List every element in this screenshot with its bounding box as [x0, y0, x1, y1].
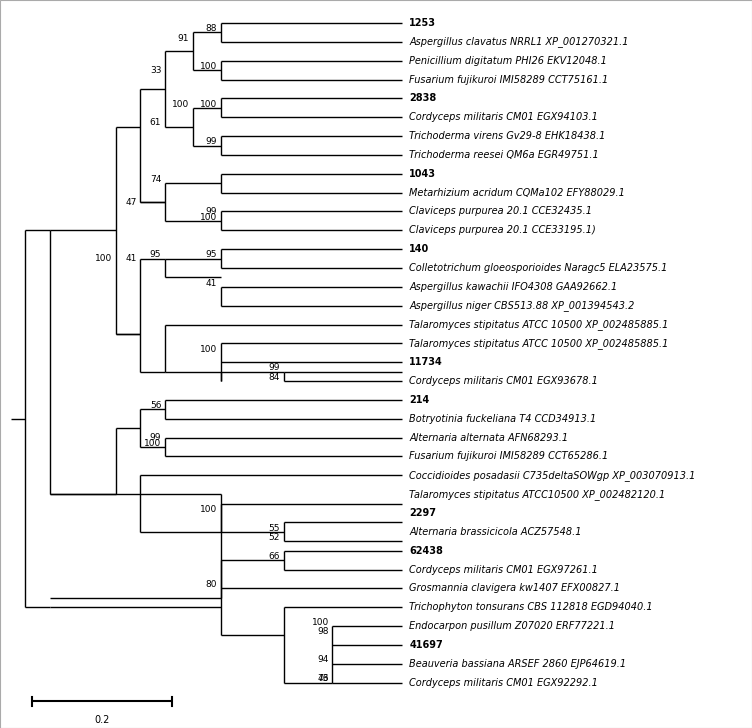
Text: Beauveria bassiana ARSEF 2860 EJP64619.1: Beauveria bassiana ARSEF 2860 EJP64619.1 [409, 659, 626, 669]
Text: 2297: 2297 [409, 508, 436, 518]
Text: 41: 41 [126, 254, 137, 263]
Text: Metarhizium acridum CQMa102 EFY88029.1: Metarhizium acridum CQMa102 EFY88029.1 [409, 188, 625, 197]
Text: 80: 80 [206, 580, 217, 589]
Text: 94: 94 [317, 655, 329, 665]
Text: 41: 41 [206, 279, 217, 288]
Text: 0.2: 0.2 [94, 715, 110, 724]
Text: Claviceps purpurea 20.1 CCE32435.1: Claviceps purpurea 20.1 CCE32435.1 [409, 207, 593, 216]
Text: Fusarium fujikuroi IMI58289 CCT75161.1: Fusarium fujikuroi IMI58289 CCT75161.1 [409, 74, 608, 84]
Text: Aspergillus niger CBS513.88 XP_001394543.2: Aspergillus niger CBS513.88 XP_001394543… [409, 300, 635, 311]
Text: 140: 140 [409, 244, 429, 254]
Text: 95: 95 [206, 250, 217, 259]
Text: Penicillium digitatum PHI26 EKV12048.1: Penicillium digitatum PHI26 EKV12048.1 [409, 56, 607, 66]
Text: 99: 99 [206, 138, 217, 146]
Text: 88: 88 [206, 24, 217, 33]
Text: Cordyceps militaris CM01 EGX93678.1: Cordyceps militaris CM01 EGX93678.1 [409, 376, 598, 386]
Text: 91: 91 [177, 33, 190, 42]
Text: Trichoderma reesei QM6a EGR49751.1: Trichoderma reesei QM6a EGR49751.1 [409, 150, 599, 160]
Text: 99: 99 [206, 207, 217, 216]
Text: Talaromyces stipitatus ATCC 10500 XP_002485885.1: Talaromyces stipitatus ATCC 10500 XP_002… [409, 338, 669, 349]
Text: Trichophyton tonsurans CBS 112818 EGD94040.1: Trichophyton tonsurans CBS 112818 EGD940… [409, 602, 653, 612]
Text: Endocarpon pusillum Z07020 ERF77221.1: Endocarpon pusillum Z07020 ERF77221.1 [409, 621, 615, 631]
Text: 98: 98 [317, 628, 329, 636]
Text: 33: 33 [150, 66, 162, 75]
Text: 100: 100 [172, 100, 190, 108]
Text: Aspergillus kawachii IFO4308 GAA92662.1: Aspergillus kawachii IFO4308 GAA92662.1 [409, 282, 617, 292]
Text: Talaromyces stipitatus ATCC10500 XP_002482120.1: Talaromyces stipitatus ATCC10500 XP_0024… [409, 488, 666, 499]
Text: Cordyceps militaris CM01 EGX97261.1: Cordyceps militaris CM01 EGX97261.1 [409, 564, 598, 574]
Text: 66: 66 [268, 552, 280, 561]
Text: 100: 100 [144, 439, 162, 448]
Text: Cordyceps militaris CM01 EGX92292.1: Cordyceps militaris CM01 EGX92292.1 [409, 678, 598, 687]
Text: 55: 55 [268, 523, 280, 533]
Text: 214: 214 [409, 395, 429, 405]
Text: 56: 56 [150, 401, 162, 410]
Text: Botryotinia fuckeliana T4 CCD34913.1: Botryotinia fuckeliana T4 CCD34913.1 [409, 414, 596, 424]
Text: 62438: 62438 [409, 546, 443, 555]
Text: Talaromyces stipitatus ATCC 10500 XP_002485885.1: Talaromyces stipitatus ATCC 10500 XP_002… [409, 319, 669, 330]
Text: 43: 43 [317, 674, 329, 684]
Text: Claviceps purpurea 20.1 CCE33195.1): Claviceps purpurea 20.1 CCE33195.1) [409, 225, 596, 235]
Text: 100: 100 [200, 213, 217, 221]
Text: Alternaria brassicicola ACZ57548.1: Alternaria brassicicola ACZ57548.1 [409, 527, 582, 537]
Text: Grosmannia clavigera kw1407 EFX00827.1: Grosmannia clavigera kw1407 EFX00827.1 [409, 583, 620, 593]
Text: 100: 100 [200, 100, 217, 108]
Text: 41697: 41697 [409, 640, 443, 650]
Text: 100: 100 [200, 505, 217, 514]
Text: 84: 84 [268, 373, 280, 381]
Text: 100: 100 [96, 254, 112, 263]
Text: 76: 76 [317, 674, 329, 684]
Text: Trichoderma virens Gv29-8 EHK18438.1: Trichoderma virens Gv29-8 EHK18438.1 [409, 131, 605, 141]
Text: Colletotrichum gloeosporioides Naragc5 ELA23575.1: Colletotrichum gloeosporioides Naragc5 E… [409, 263, 668, 273]
Text: 99: 99 [150, 433, 162, 442]
Text: 47: 47 [126, 197, 137, 207]
Text: 99: 99 [268, 363, 280, 372]
Text: Alternaria alternata AFN68293.1: Alternaria alternata AFN68293.1 [409, 432, 569, 443]
Text: 100: 100 [200, 344, 217, 354]
Text: Aspergillus clavatus NRRL1 XP_001270321.1: Aspergillus clavatus NRRL1 XP_001270321.… [409, 36, 629, 47]
Text: 74: 74 [150, 175, 162, 184]
Text: 1253: 1253 [409, 18, 436, 28]
Text: 100: 100 [200, 62, 217, 71]
Text: 1043: 1043 [409, 169, 436, 179]
Text: Cordyceps militaris CM01 EGX94103.1: Cordyceps militaris CM01 EGX94103.1 [409, 112, 598, 122]
Text: 52: 52 [268, 533, 280, 542]
Text: Coccidioides posadasii C735deltaSOWgp XP_003070913.1: Coccidioides posadasii C735deltaSOWgp XP… [409, 470, 696, 480]
Text: 100: 100 [311, 618, 329, 627]
Text: 61: 61 [150, 119, 162, 127]
Text: 95: 95 [150, 250, 162, 259]
Text: 11734: 11734 [409, 357, 443, 367]
Text: Fusarium fujikuroi IMI58289 CCT65286.1: Fusarium fujikuroi IMI58289 CCT65286.1 [409, 451, 608, 462]
Text: 2838: 2838 [409, 93, 436, 103]
